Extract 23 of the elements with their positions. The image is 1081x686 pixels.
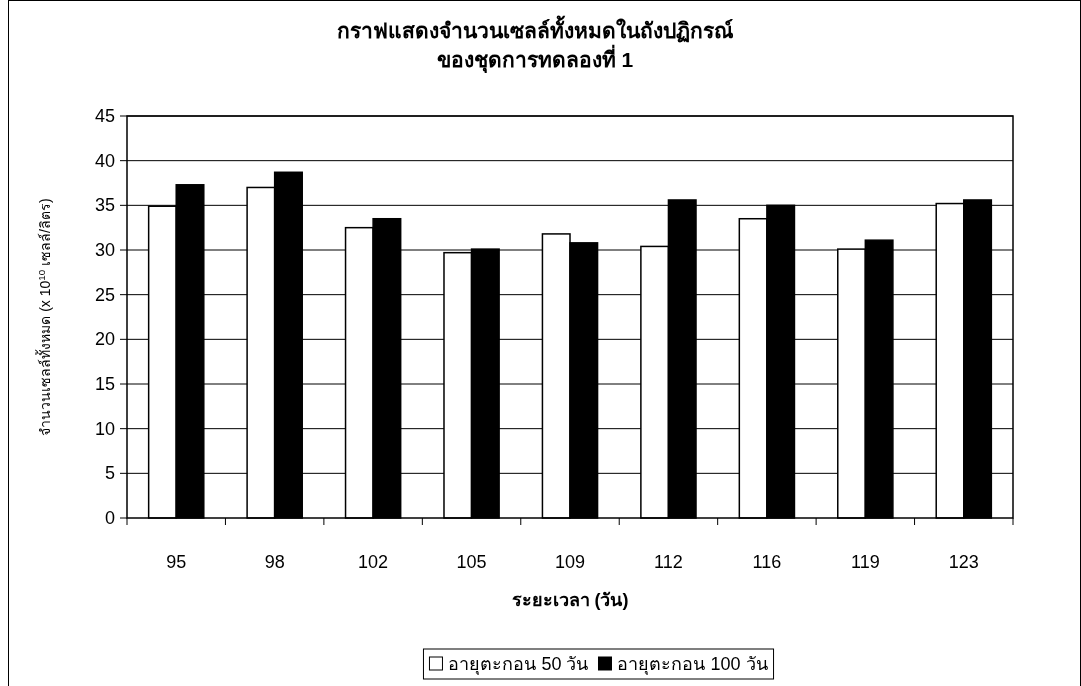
x-tick-label: 98	[264, 552, 285, 572]
y-tick-label: 0	[104, 508, 115, 528]
y-tick-label: 5	[104, 463, 115, 484]
x-tick-label: 105	[456, 552, 487, 572]
x-tick-label: 95	[166, 552, 187, 572]
y-tick-label: 10	[94, 418, 115, 439]
chart-title: กราฟแสดงจำนวนเซลล์ทั้งหมดในถังปฏิกรณ์ ของชุดการทดลองที่ 1	[337, 15, 734, 74]
y-tick-label: 35	[94, 195, 115, 216]
y-tick-label: 25	[94, 284, 115, 305]
x-tick-label: 102	[358, 552, 389, 572]
x-tick-label: 116	[752, 552, 782, 572]
y-tick-label: 15	[94, 374, 115, 394]
y-tick-label: 30	[94, 240, 115, 260]
y-tick-label: 40	[94, 150, 115, 171]
x-tick-label: 119	[850, 552, 880, 572]
y-tick-label: 20	[94, 329, 115, 350]
x-tick-label: 123	[948, 552, 979, 572]
legend-label: อายุตะกอน 50 วัน	[448, 654, 589, 675]
legend-label: อายุตะกอน 100 วัน	[617, 654, 768, 675]
y-tick-label: 45	[94, 106, 115, 126]
x-tick-label: 109	[554, 552, 586, 572]
x-axis-title: ระยะเวลา (วัน)	[511, 590, 629, 610]
x-tick-label: 112	[654, 552, 683, 572]
